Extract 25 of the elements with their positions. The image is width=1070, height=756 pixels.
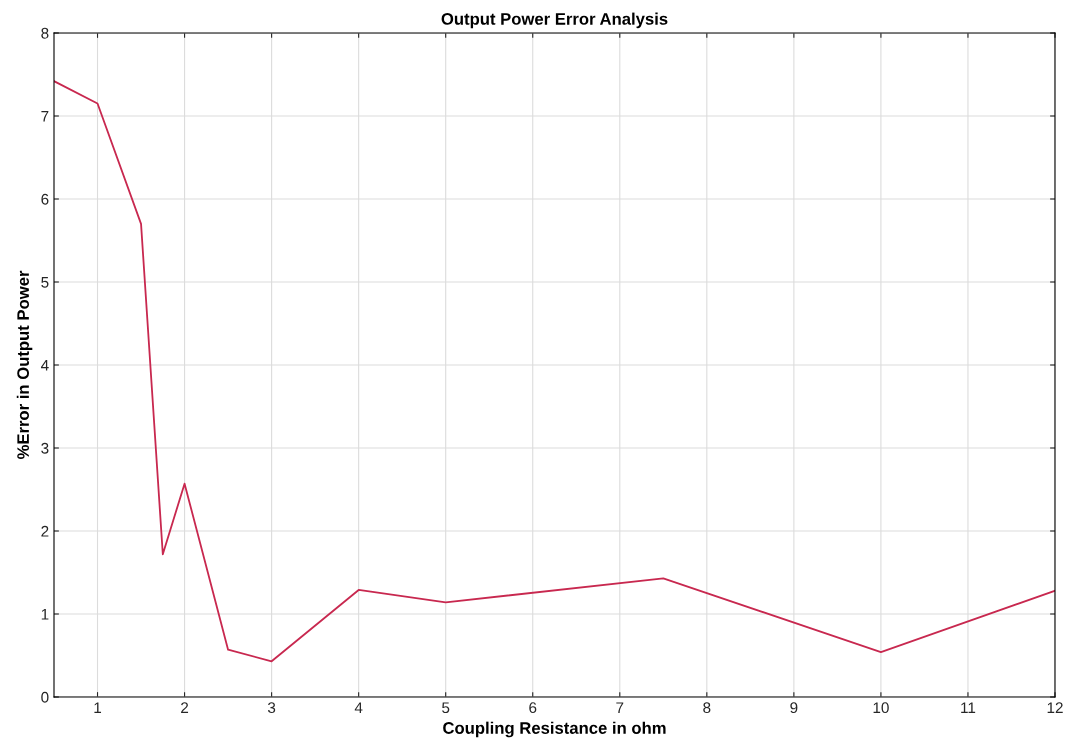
y-axis-title: %Error in Output Power <box>16 270 33 460</box>
y-tick-label: 3 <box>41 442 49 454</box>
y-tick-label: 5 <box>41 277 49 288</box>
x-tick-label: 3 <box>267 702 276 714</box>
x-tick-label: 8 <box>703 702 711 714</box>
x-tick-label: 2 <box>181 702 189 713</box>
x-tick-label: 7 <box>616 702 624 713</box>
x-tick-label: 5 <box>442 702 450 714</box>
x-tick-label: 12 <box>1047 702 1063 713</box>
y-tick-label: 1 <box>41 609 49 620</box>
x-tick-label: 11 <box>961 702 976 713</box>
x-axis-title: Coupling Resistance in ohm <box>443 721 666 738</box>
y-tick-label: 8 <box>41 27 49 39</box>
x-tick-label: 10 <box>873 702 889 714</box>
x-tick-label: 1 <box>94 702 102 713</box>
chart-title: Output Power Error Analysis <box>441 12 668 29</box>
x-tick-label: 9 <box>790 702 798 714</box>
y-tick-label: 6 <box>41 193 49 205</box>
y-tick-label: 2 <box>41 525 49 537</box>
y-tick-label: 4 <box>40 360 49 371</box>
x-tick-label: 6 <box>529 702 537 714</box>
x-tick-label: 4 <box>354 702 363 713</box>
y-tick-label: 0 <box>41 691 49 703</box>
y-tick-label: 7 <box>41 111 49 122</box>
line-series <box>54 80 1055 663</box>
